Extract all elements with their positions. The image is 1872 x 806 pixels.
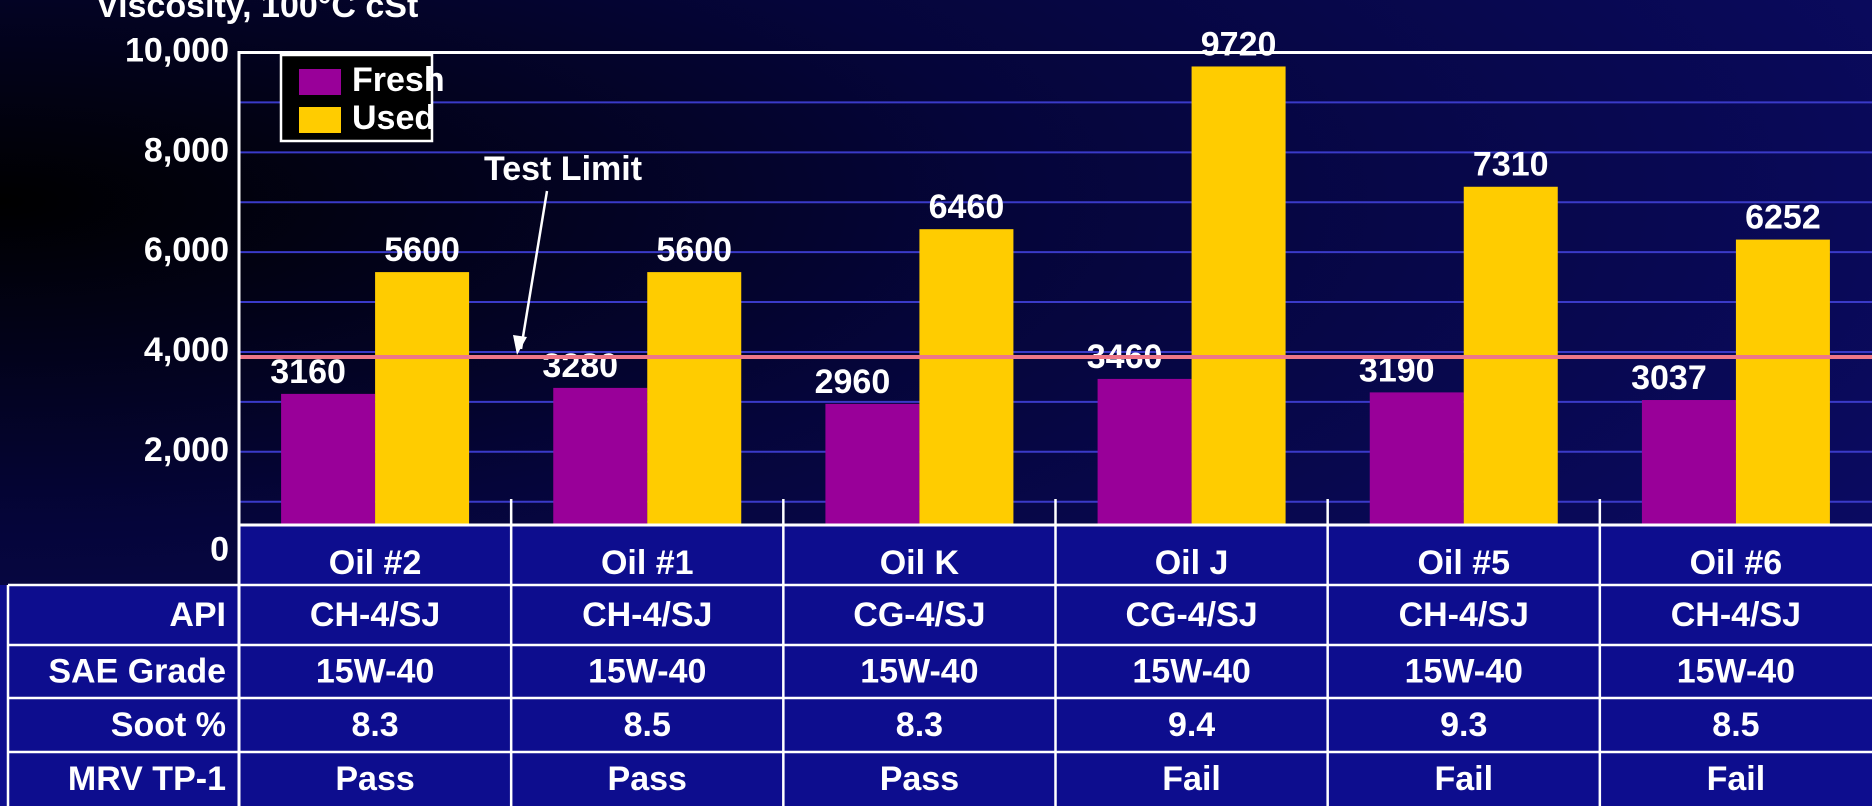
y-tick-label: 8,000 bbox=[144, 131, 229, 169]
bar bbox=[1735, 239, 1830, 552]
table-cell: Fail bbox=[1434, 760, 1493, 798]
bar bbox=[375, 272, 470, 552]
value-label: 3280 bbox=[542, 347, 618, 385]
row-header: MRV TP-1 bbox=[68, 760, 226, 798]
table-cell: Fail bbox=[1162, 760, 1221, 798]
y-tick-label: 6,000 bbox=[144, 231, 229, 269]
table-cell: CG-4/SJ bbox=[853, 596, 985, 634]
row-header: API bbox=[169, 596, 226, 634]
row-header: Soot % bbox=[111, 706, 226, 744]
table-cell: 8.3 bbox=[896, 706, 943, 744]
value-label: 6252 bbox=[1745, 199, 1821, 237]
table-cell: CG-4/SJ bbox=[1125, 596, 1257, 634]
table-cell: 15W-40 bbox=[1405, 652, 1523, 690]
value-label: 7310 bbox=[1473, 146, 1549, 184]
value-label: 2960 bbox=[815, 363, 891, 401]
table-cell: 9.4 bbox=[1168, 706, 1215, 744]
y-tick-label: 10,000 bbox=[125, 31, 229, 69]
y-tick-label: 4,000 bbox=[144, 331, 229, 369]
legend-swatch bbox=[299, 107, 341, 133]
bar bbox=[919, 229, 1014, 552]
row-header: SAE Grade bbox=[48, 652, 226, 690]
value-label: 3037 bbox=[1631, 359, 1707, 397]
table-cell: 15W-40 bbox=[860, 652, 978, 690]
annotation-arrow bbox=[519, 190, 549, 350]
table-cell: 8.5 bbox=[624, 706, 671, 744]
value-label: 5600 bbox=[384, 231, 460, 269]
x-tick-label: Oil #2 bbox=[329, 544, 422, 582]
table-cell: 8.5 bbox=[1712, 706, 1759, 744]
y-tick-label: 2,000 bbox=[144, 431, 229, 469]
x-tick-label: Oil J bbox=[1155, 544, 1229, 582]
legend-label: Used bbox=[352, 99, 435, 137]
x-tick-label: Oil K bbox=[880, 544, 960, 582]
bar bbox=[647, 272, 742, 552]
table-bg bbox=[0, 585, 1872, 806]
table-cell: Fail bbox=[1707, 760, 1766, 798]
x-tick-label: Oil #6 bbox=[1690, 544, 1783, 582]
value-label: 5600 bbox=[656, 231, 732, 269]
bar bbox=[1463, 186, 1558, 552]
table-cell: 15W-40 bbox=[1677, 652, 1795, 690]
y-axis-title: Viscosity, 100°C cSt bbox=[96, 0, 418, 25]
value-label: 6460 bbox=[929, 188, 1005, 226]
value-label: 3160 bbox=[270, 353, 346, 391]
annotation-arrowhead bbox=[513, 334, 527, 355]
table-cell: 8.3 bbox=[351, 706, 398, 744]
table-cell: 15W-40 bbox=[588, 652, 706, 690]
legend-label: Fresh bbox=[352, 61, 445, 99]
y-tick-label: 0 bbox=[210, 531, 229, 569]
table-cell: CH-4/SJ bbox=[1399, 596, 1529, 634]
table-cell: CH-4/SJ bbox=[582, 596, 712, 634]
bar bbox=[1097, 378, 1192, 552]
table-cell: Pass bbox=[335, 760, 414, 798]
x-tick-label: Oil #1 bbox=[601, 544, 694, 582]
bar bbox=[1191, 66, 1286, 552]
table-cell: Pass bbox=[608, 760, 687, 798]
table-cell: 15W-40 bbox=[1132, 652, 1250, 690]
table-cell: 15W-40 bbox=[316, 652, 434, 690]
value-label: 9720 bbox=[1201, 25, 1277, 63]
table-cell: CH-4/SJ bbox=[1671, 596, 1801, 634]
legend-swatch bbox=[299, 69, 341, 95]
table-cell: Pass bbox=[880, 760, 959, 798]
table-cell: 9.3 bbox=[1440, 706, 1487, 744]
table-cell: CH-4/SJ bbox=[310, 596, 440, 634]
x-tick-label: Oil #5 bbox=[1417, 544, 1510, 582]
annotation: Test Limit bbox=[484, 150, 642, 188]
